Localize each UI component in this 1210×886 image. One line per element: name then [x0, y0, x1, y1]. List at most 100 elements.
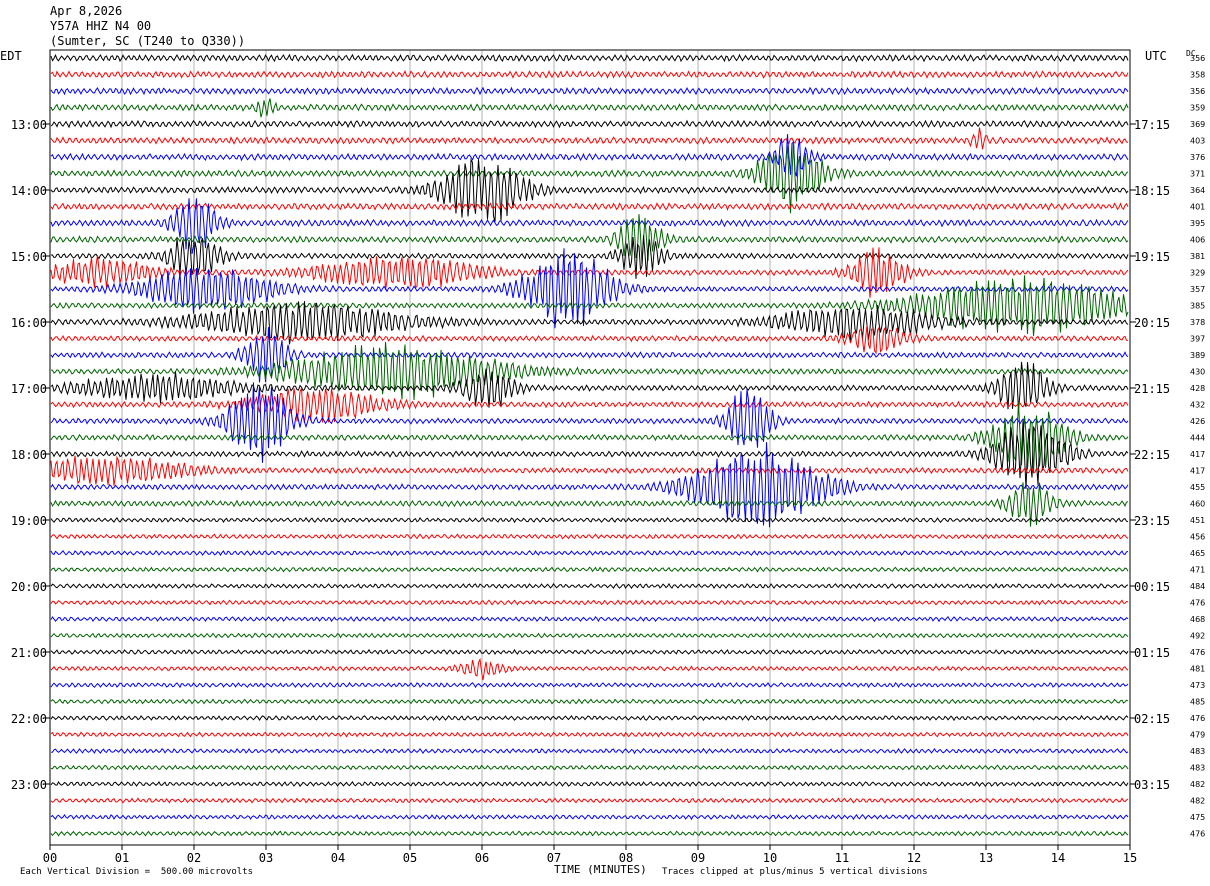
dc-offset-label: 483 [1190, 764, 1205, 773]
dc-offset-label: 444 [1190, 434, 1205, 443]
dc-offset-label: 465 [1190, 549, 1205, 558]
dc-offset-label: 376 [1190, 153, 1205, 162]
utc-tick-label: 20:15 [1134, 316, 1170, 330]
trace-row [50, 764, 1129, 771]
x-tick-label: 11 [835, 851, 849, 865]
x-tick-label: 08 [619, 851, 633, 865]
trace-row [50, 780, 1129, 788]
dc-offset-label: 371 [1190, 170, 1205, 179]
utc-tick-label: 00:15 [1134, 580, 1170, 594]
edt-tick-label: 20:00 [11, 580, 47, 594]
trace-row [50, 275, 1129, 336]
edt-tick-label: 14:00 [11, 184, 47, 198]
trace-row [50, 388, 1129, 423]
trace-row [50, 442, 1129, 528]
dc-offset-label: 357 [1190, 285, 1205, 294]
x-axis-ticks: 00 01 02 03 04 05 06 07 08 09 10 11 12 13 14 15 [43, 845, 1137, 865]
time-gridlines [121, 50, 1059, 845]
edt-tick-label: 23:00 [11, 778, 47, 792]
dc-offset-column: 356 358 356 359 369 403 376 371 364 401 395 406 381 3… [1190, 54, 1205, 839]
utc-tick-label: 23:15 [1134, 514, 1170, 528]
plot-frame [49, 49, 1131, 846]
clip-note: Traces clipped at plus/minus 5 vertical … [662, 867, 928, 877]
trace-row [50, 420, 1129, 490]
edt-tick-label: 16:00 [11, 316, 47, 330]
trace-row [50, 516, 1129, 524]
dc-offset-label: 381 [1190, 252, 1205, 261]
trace-row [50, 482, 1129, 527]
trace-row [50, 549, 1129, 557]
trace-row [50, 134, 1129, 177]
x-axis-title: TIME (MINUTES) [554, 863, 647, 876]
trace-row [50, 648, 1129, 656]
trace-row [50, 235, 1129, 279]
x-tick-label: 14 [1051, 851, 1065, 865]
dc-offset-label: 378 [1190, 318, 1205, 327]
header-date: Apr 8,2026 [50, 4, 123, 18]
trace-row [50, 127, 1129, 150]
trace-row [50, 632, 1129, 639]
scale-note: Each Vertical Division = 500.00 microvol… [20, 867, 253, 877]
trace-row [50, 98, 1129, 118]
dc-offset-label: 401 [1190, 203, 1205, 212]
dc-offset-label: 406 [1190, 236, 1205, 245]
trace-row [50, 813, 1129, 821]
trace-row [50, 327, 1129, 383]
utc-axis-ticks: 17:15 18:15 19:15 20:15 21:15 22:15 23:15 00:15… [1130, 118, 1170, 792]
x-tick-label: 10 [763, 851, 777, 865]
trace-row [50, 247, 1129, 298]
edt-label: EDT [0, 49, 22, 63]
trace-row [50, 731, 1129, 738]
utc-tick-label: 02:15 [1134, 712, 1170, 726]
edt-tick-label: 15:00 [11, 250, 47, 264]
trace-row [50, 599, 1129, 606]
dc-offset-label: 476 [1190, 830, 1205, 839]
trace-row [50, 198, 1129, 255]
dc-offset-label: 473 [1190, 681, 1205, 690]
x-tick-label: 12 [907, 851, 921, 865]
dc-offset-label: 329 [1190, 269, 1205, 278]
dc-offset-label: 358 [1190, 71, 1205, 80]
dc-offset-label: 359 [1190, 104, 1205, 113]
edt-tick-label: 21:00 [11, 646, 47, 660]
utc-tick-label: 01:15 [1134, 646, 1170, 660]
seismic-traces [50, 53, 1129, 837]
dc-offset-label: 428 [1190, 384, 1205, 393]
trace-row [50, 158, 1129, 222]
edt-tick-label: 13:00 [11, 118, 47, 132]
trace-row [50, 830, 1129, 837]
x-tick-label: 02 [187, 851, 201, 865]
dc-label: DC [1186, 49, 1196, 58]
trace-row [50, 698, 1129, 705]
dc-offset-label: 417 [1190, 450, 1205, 459]
dc-offset-label: 460 [1190, 500, 1205, 509]
trace-row [50, 214, 1129, 265]
dc-offset-label: 430 [1190, 368, 1205, 377]
x-tick-label: 09 [691, 851, 705, 865]
dc-offset-label: 385 [1190, 302, 1205, 311]
trace-row [50, 86, 1129, 96]
x-tick-label: 15 [1123, 851, 1137, 865]
dc-offset-label: 403 [1190, 137, 1205, 146]
dc-offset-label: 356 [1190, 87, 1205, 96]
dc-offset-label: 471 [1190, 566, 1205, 575]
trace-row [50, 341, 1129, 401]
trace-row [50, 747, 1129, 755]
trace-row [50, 582, 1129, 590]
dc-offset-label: 364 [1190, 186, 1205, 195]
trace-row [50, 140, 1129, 214]
x-tick-label: 03 [259, 851, 273, 865]
dc-offset-label: 432 [1190, 401, 1205, 410]
x-tick-label: 05 [403, 851, 417, 865]
dc-offset-label: 479 [1190, 731, 1205, 740]
dc-offset-label: 492 [1190, 632, 1205, 641]
dc-offset-label: 397 [1190, 335, 1205, 344]
trace-row [50, 119, 1129, 129]
dc-offset-label: 482 [1190, 797, 1205, 806]
trace-row [50, 382, 1129, 463]
dc-offset-label: 475 [1190, 813, 1205, 822]
trace-row [50, 402, 1129, 474]
x-tick-label: 07 [547, 851, 561, 865]
trace-row [50, 681, 1129, 689]
dc-offset-label: 395 [1190, 219, 1205, 228]
